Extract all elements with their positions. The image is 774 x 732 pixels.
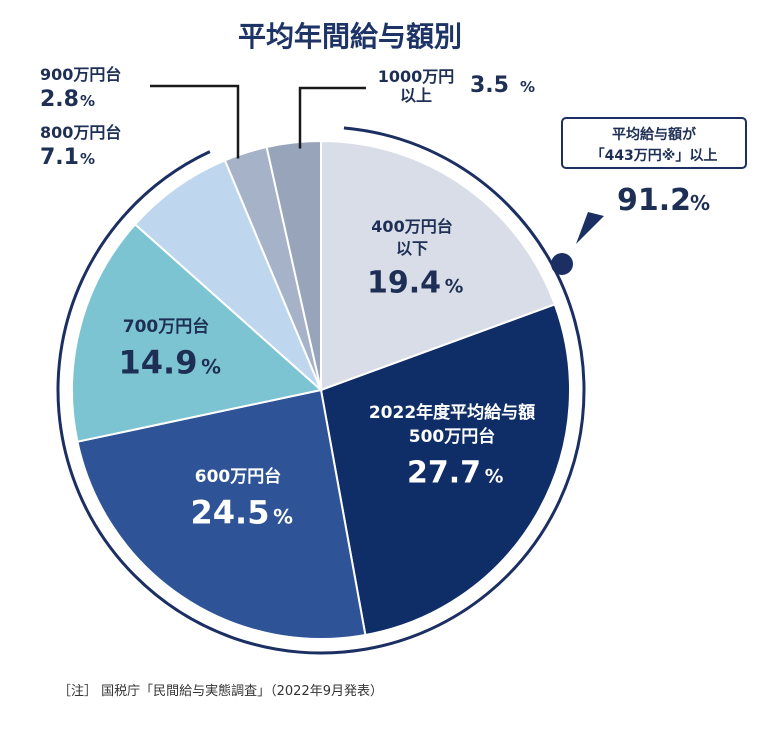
pie-slices [71, 139, 571, 640]
pie-slice [265, 139, 322, 391]
slice-unit: % [445, 277, 464, 298]
chart-title: 平均年間給与額別 [238, 20, 462, 53]
slice-value: 7.1 [40, 145, 79, 170]
slice-label: 500万円台 [409, 426, 496, 447]
slice-label: 800万円台 [40, 123, 121, 142]
callout-label: 「443万円※」以上 [591, 147, 718, 164]
slice-unit: % [80, 150, 95, 168]
slice-label: 2022年度平均給与額 [369, 402, 535, 423]
slice-label: 400万円台 [371, 217, 452, 236]
slice-value: 24.5 [191, 494, 270, 532]
slice-label: 以上 [400, 86, 432, 105]
slice-label: 600万円台 [195, 466, 282, 487]
callout-pointer [576, 212, 604, 244]
slice-label: 以下 [396, 239, 428, 258]
slice-value: 2.8 [40, 87, 79, 112]
slice-label: 900万円台 [40, 65, 121, 84]
leader-line [298, 86, 366, 149]
slice-unit: % [485, 467, 504, 488]
slice-unit: % [520, 78, 535, 96]
pie-slice [133, 158, 322, 391]
slice-unit: % [80, 92, 95, 110]
slice-value: 19.4 [367, 266, 441, 301]
callout-dot [551, 253, 573, 275]
pie-slice [319, 303, 571, 637]
callout-label: 平均給与額が [612, 126, 697, 143]
slice-label: 1000万円 [378, 67, 455, 86]
callout-value: 91.2 [617, 183, 691, 218]
slice-unit: % [273, 506, 293, 529]
callout-box: 平均給与額が「443万円※」以上 91.2% [551, 117, 747, 275]
callout-unit: % [690, 191, 710, 215]
callout-arc [56, 126, 586, 655]
pie-slice [71, 222, 324, 443]
slice-value: 3.5 [470, 73, 509, 98]
pie-slice [320, 139, 557, 392]
source-note: ［注］ 国税庁「民間給与実態調査」（2022年9月発表） [58, 683, 383, 699]
callout-frame [561, 117, 747, 169]
pie-slice [76, 388, 367, 640]
slice-value: 14.9 [119, 344, 198, 382]
slice-label: 700万円台 [123, 316, 210, 337]
slice-value: 27.7 [407, 456, 481, 491]
leader-line [150, 84, 240, 159]
slice-unit: % [201, 356, 221, 379]
